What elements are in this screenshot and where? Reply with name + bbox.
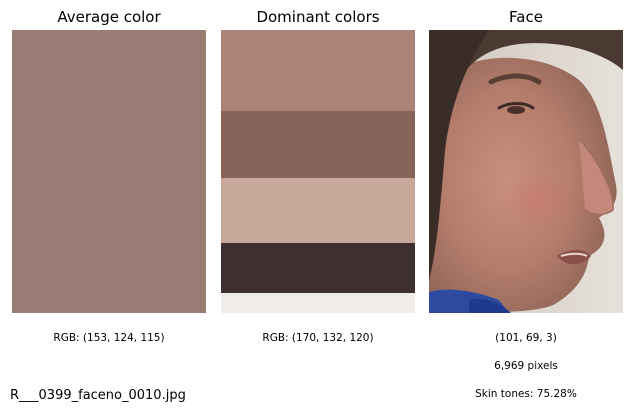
average-color-rgb-caption: RGB: (153, 124, 115) (53, 332, 165, 344)
face-pixel-count: 6,969 pixels (494, 360, 558, 372)
dominant-colors-rgb-caption: RGB: (170, 132, 120) (262, 332, 374, 344)
face-title: Face (509, 8, 543, 26)
dominant-color-band-1 (221, 30, 415, 111)
average-color-swatch (12, 30, 206, 313)
dominant-color-band-4 (221, 243, 415, 293)
dominant-color-band-5 (221, 293, 415, 313)
face-image (429, 30, 623, 313)
dominant-color-band-3 (221, 178, 415, 243)
dominant-color-band-2 (221, 111, 415, 178)
image-filename: R___0399_faceno_0010.jpg (10, 388, 186, 403)
face-rgb-caption: (101, 69, 3) (495, 332, 557, 344)
face-photo-illustration (429, 30, 623, 313)
dominant-colors-title: Dominant colors (256, 8, 380, 26)
average-color-title: Average color (57, 8, 161, 26)
face-skin-tones: Skin tones: 75.28% (475, 388, 577, 400)
dominant-colors-swatch (221, 30, 415, 313)
